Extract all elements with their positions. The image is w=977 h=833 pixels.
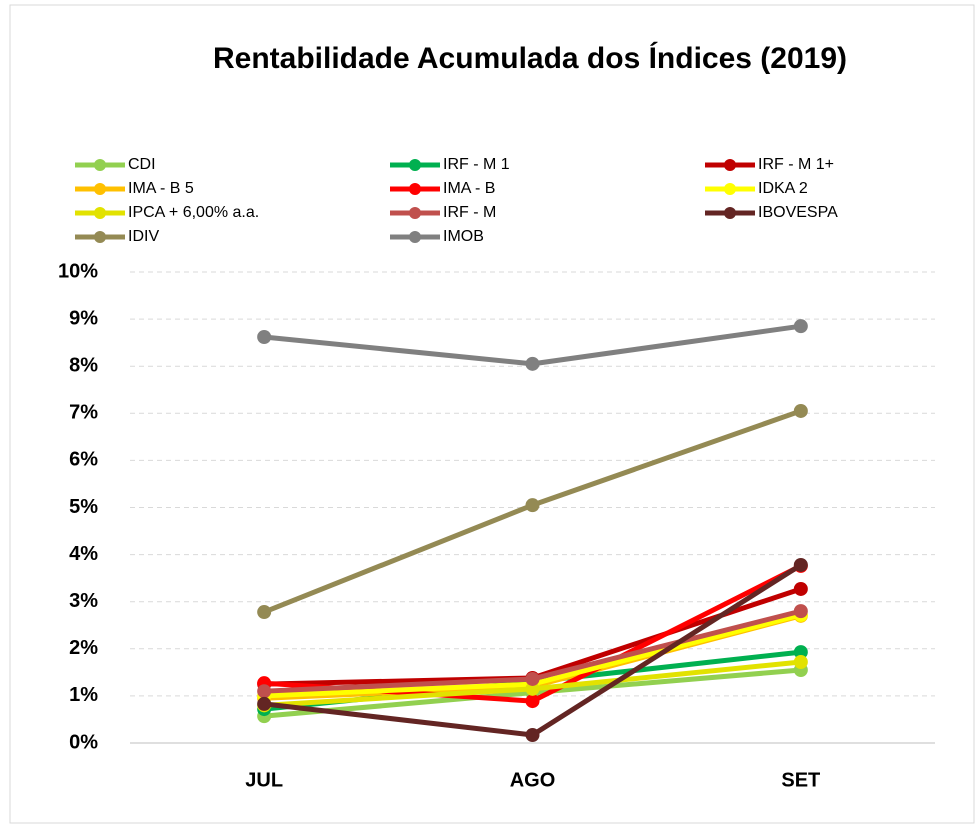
- data-point: [793, 604, 808, 619]
- legend-marker: [94, 183, 106, 195]
- y-tick-label: 6%: [69, 449, 98, 471]
- y-tick-label: 3%: [69, 590, 98, 612]
- y-tick-label: 7%: [69, 402, 98, 424]
- data-point: [793, 557, 808, 572]
- data-point: [793, 403, 808, 418]
- legend-label: IPCA + 6,00% a.a.: [128, 204, 259, 221]
- y-tick-label: 1%: [69, 684, 98, 706]
- x-tick-label: AGO: [510, 769, 556, 791]
- data-point: [793, 581, 808, 596]
- y-tick-label: 5%: [69, 496, 98, 518]
- data-point: [525, 681, 540, 696]
- y-tick-label: 0%: [69, 731, 98, 753]
- legend-label: IRF - M: [443, 204, 496, 221]
- legend-label: IRF - M 1: [443, 156, 510, 173]
- legend-marker: [94, 231, 106, 243]
- legend-marker: [94, 159, 106, 171]
- data-point: [257, 605, 272, 620]
- chart-title: Rentabilidade Acumulada dos Índices (201…: [213, 41, 847, 75]
- data-point: [793, 319, 808, 334]
- legend-marker: [94, 207, 106, 219]
- legend-marker: [409, 159, 421, 171]
- x-tick-label: SET: [781, 769, 820, 791]
- legend-label: IMA - B: [443, 180, 495, 197]
- legend-label: CDI: [128, 156, 156, 173]
- legend-label: IRF - M 1+: [758, 156, 834, 173]
- legend-label: IBOVESPA: [758, 204, 838, 221]
- data-point: [525, 671, 540, 686]
- legend-marker: [409, 183, 421, 195]
- legend-marker: [724, 159, 736, 171]
- legend-label: IDKA 2: [758, 180, 808, 197]
- data-point: [525, 727, 540, 742]
- legend-label: IMOB: [443, 228, 484, 245]
- legend-marker: [409, 207, 421, 219]
- data-point: [525, 694, 540, 709]
- data-point: [257, 696, 272, 711]
- y-tick-label: 8%: [69, 354, 98, 376]
- data-point: [525, 498, 540, 513]
- y-tick-label: 9%: [69, 307, 98, 329]
- legend-marker: [724, 207, 736, 219]
- y-tick-label: 4%: [69, 543, 98, 565]
- x-tick-label: JUL: [245, 769, 283, 791]
- data-point: [793, 645, 808, 660]
- legend-marker: [724, 183, 736, 195]
- data-point: [257, 329, 272, 344]
- y-tick-label: 10%: [58, 260, 98, 282]
- legend-label: IDIV: [128, 228, 159, 245]
- legend-marker: [409, 231, 421, 243]
- data-point: [793, 654, 808, 669]
- y-tick-label: 2%: [69, 637, 98, 659]
- legend-label: IMA - B 5: [128, 180, 194, 197]
- data-point: [525, 356, 540, 371]
- data-point: [257, 684, 272, 699]
